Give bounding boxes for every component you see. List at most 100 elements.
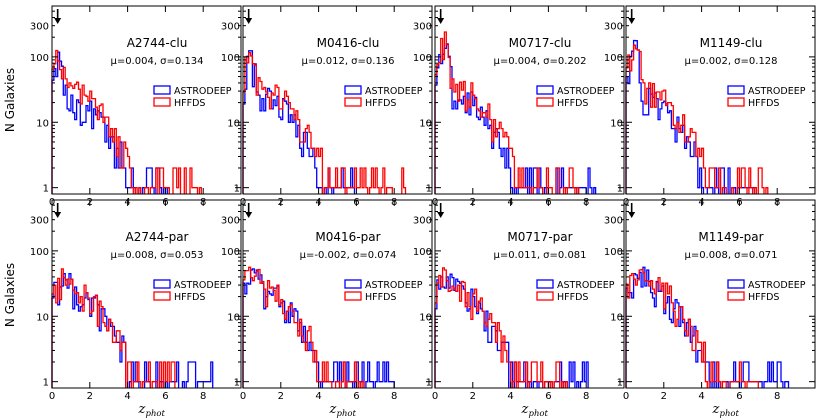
y-tick-label: 100	[413, 247, 432, 258]
x-tick-label: 0	[432, 391, 438, 402]
panel-stats: μ=0.004, σ=0.202	[493, 56, 586, 67]
y-tick-label: 10	[610, 118, 623, 129]
legend-swatch-astrodeep	[153, 279, 171, 289]
x-tick-label: 8	[391, 391, 397, 402]
legend-swatch-astrodeep	[727, 279, 745, 289]
panel-title: A2744-par	[126, 230, 189, 244]
legend-label-hffds: HFFDS	[174, 292, 205, 303]
axes-frame	[242, 199, 433, 389]
panel-title: M0717-par	[507, 230, 572, 244]
axes-frame	[434, 199, 625, 389]
legend-label-astrodeep: ASTRODEEP	[174, 280, 232, 291]
legend-swatch-astrodeep	[536, 279, 554, 289]
y-tick-label: 300	[221, 22, 240, 33]
legend-swatch-hffds	[153, 97, 171, 107]
x-tick-label: 4	[315, 391, 321, 402]
x-axis-label: z	[329, 402, 337, 417]
y-tick-label: 1	[43, 378, 49, 389]
x-tick-label: 0	[240, 391, 246, 402]
legend-label-astrodeep: ASTRODEEP	[365, 86, 423, 97]
legend-label-astrodeep: ASTRODEEP	[557, 86, 615, 97]
x-tick-label: 4	[507, 391, 513, 402]
legend-label-astrodeep: ASTRODEEP	[557, 280, 615, 291]
y-tick-label: 1	[426, 378, 432, 389]
legend-swatch-astrodeep	[344, 85, 362, 95]
histogram-series-hffds	[434, 267, 568, 388]
y-axis-label-top: N Galaxies	[3, 68, 17, 132]
axes-frame	[625, 199, 816, 389]
z-marker-arrow-head	[54, 18, 62, 24]
legend-swatch-hffds	[727, 97, 745, 107]
legend-label-hffds: HFFDS	[748, 98, 779, 109]
legend-label-astrodeep: ASTRODEEP	[174, 86, 232, 97]
legend-swatch-hffds	[153, 291, 171, 301]
y-tick-label: 1	[617, 378, 623, 389]
histogram-series-hffds	[434, 31, 580, 194]
panel-title: M0717-clu	[509, 36, 572, 50]
legend-swatch-hffds	[536, 97, 554, 107]
x-tick-label: 0	[623, 391, 629, 402]
z-marker-arrow-head	[437, 212, 445, 218]
y-tick-label: 1	[234, 184, 240, 195]
panel-title: M1149-clu	[700, 36, 763, 50]
axes-frame	[242, 5, 433, 195]
legend-label-astrodeep: ASTRODEEP	[365, 280, 423, 291]
y-tick-label: 10	[419, 118, 432, 129]
panel-title: A2744-clu	[127, 36, 188, 50]
legend-label-astrodeep: ASTRODEEP	[748, 86, 806, 97]
y-tick-label: 1	[617, 184, 623, 195]
y-tick-label: 300	[221, 216, 240, 227]
panel-stats: μ=0.002, σ=0.128	[684, 56, 777, 67]
histogram-series-hffds	[51, 268, 176, 388]
legend-swatch-astrodeep	[727, 85, 745, 95]
y-tick-label: 100	[413, 53, 432, 64]
x-tick-label: 6	[736, 391, 742, 402]
y-tick-label: 100	[221, 247, 240, 258]
x-tick-label: 4	[124, 391, 130, 402]
legend-swatch-hffds	[727, 291, 745, 301]
x-tick-label: 6	[162, 391, 168, 402]
legend-label-hffds: HFFDS	[365, 292, 396, 303]
legend-label-hffds: HFFDS	[174, 98, 205, 109]
x-axis-label-subscript: phot	[337, 409, 357, 419]
legend-label-hffds: HFFDS	[365, 98, 396, 109]
x-tick-label: 2	[278, 391, 284, 402]
x-axis-label-subscript: phot	[146, 409, 166, 419]
histogram-series-astrodeep	[625, 39, 756, 194]
y-tick-label: 100	[604, 53, 623, 64]
z-marker-arrow-head	[245, 18, 253, 24]
panel-stats: μ=0.004, σ=0.134	[110, 56, 203, 67]
panel-stats: μ=0.008, σ=0.071	[684, 250, 777, 261]
y-tick-label: 10	[36, 118, 49, 129]
y-tick-label: 10	[36, 312, 49, 323]
chart-panel: 1 10 100 300 0 2 4 6 8 A2744-par μ=0.008, σ=0.053 A…	[30, 199, 242, 419]
x-tick-label: 6	[545, 391, 551, 402]
z-marker-arrow-head	[437, 18, 445, 24]
legend-swatch-hffds	[344, 291, 362, 301]
y-tick-label: 300	[30, 22, 49, 33]
y-tick-label: 10	[227, 118, 240, 129]
z-marker-arrow-head	[54, 212, 62, 218]
legend-label-astrodeep: ASTRODEEP	[748, 280, 806, 291]
histogram-series-hffds	[242, 52, 407, 194]
x-tick-label: 8	[200, 391, 206, 402]
panel-title: M1149-par	[698, 230, 763, 244]
chart-panel: 1 10 100 300 0 2 4 6 8 M1149-par μ=0.008, σ=0.071 A…	[604, 199, 816, 419]
histogram-series-hffds	[242, 266, 365, 388]
x-tick-label: 2	[661, 391, 667, 402]
y-tick-label: 300	[30, 216, 49, 227]
legend-label-hffds: HFFDS	[557, 292, 588, 303]
panel-title: M0416-par	[315, 230, 380, 244]
chart-panel: 1 10 100 300 0 2 4 6 8 M0717-par μ=0.011, σ=0.081 A…	[413, 199, 625, 419]
z-marker-arrow-head	[628, 18, 636, 24]
x-tick-label: 8	[774, 391, 780, 402]
panel-stats: μ=0.012, σ=0.136	[301, 56, 394, 67]
axes-frame	[51, 199, 242, 389]
histogram-series-astrodeep	[51, 51, 170, 194]
x-axis-label: z	[521, 402, 529, 417]
